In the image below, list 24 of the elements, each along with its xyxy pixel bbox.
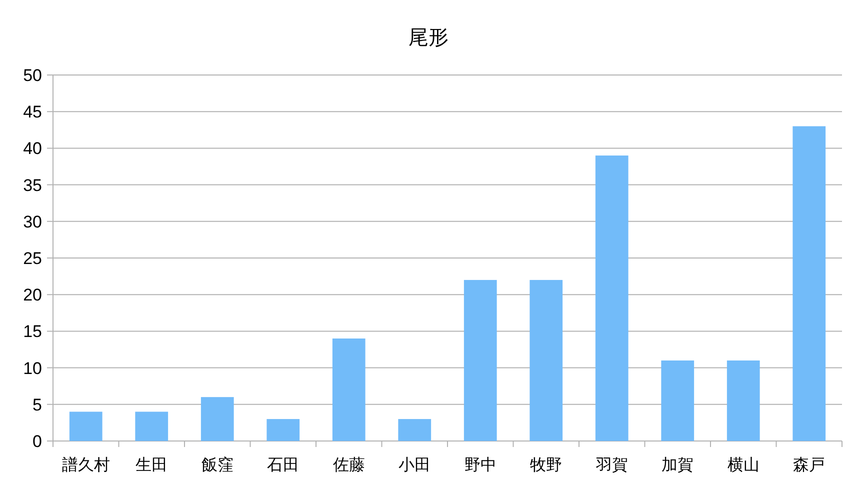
xtick: 森戸 bbox=[793, 457, 826, 474]
title: 尾形 bbox=[408, 27, 448, 49]
ytick: 20 bbox=[23, 286, 42, 305]
xtick: 譜久村 bbox=[62, 457, 110, 474]
ytick: 40 bbox=[23, 139, 42, 158]
ytick: 5 bbox=[32, 395, 42, 414]
ytick: 15 bbox=[23, 322, 42, 342]
xtick: 加賀 bbox=[662, 457, 694, 474]
xtick: 生田 bbox=[136, 457, 168, 474]
xtick: 飯窪 bbox=[201, 457, 234, 474]
xtick: 牧野 bbox=[530, 457, 562, 474]
ytick: 10 bbox=[23, 358, 42, 378]
xtick: 石田 bbox=[267, 457, 300, 474]
ytick: 35 bbox=[23, 176, 42, 195]
ytick: 45 bbox=[23, 102, 42, 122]
ytick: 0 bbox=[32, 432, 42, 451]
xtick: 小田 bbox=[398, 457, 431, 474]
xtick: 羽賀 bbox=[596, 457, 628, 474]
xtick: 横山 bbox=[727, 457, 760, 474]
xtick: 佐藤 bbox=[332, 457, 365, 474]
xtick: 野中 bbox=[464, 457, 496, 474]
ytick: 25 bbox=[23, 249, 42, 268]
ytick: 50 bbox=[23, 66, 42, 85]
ytick: 30 bbox=[23, 212, 42, 232]
